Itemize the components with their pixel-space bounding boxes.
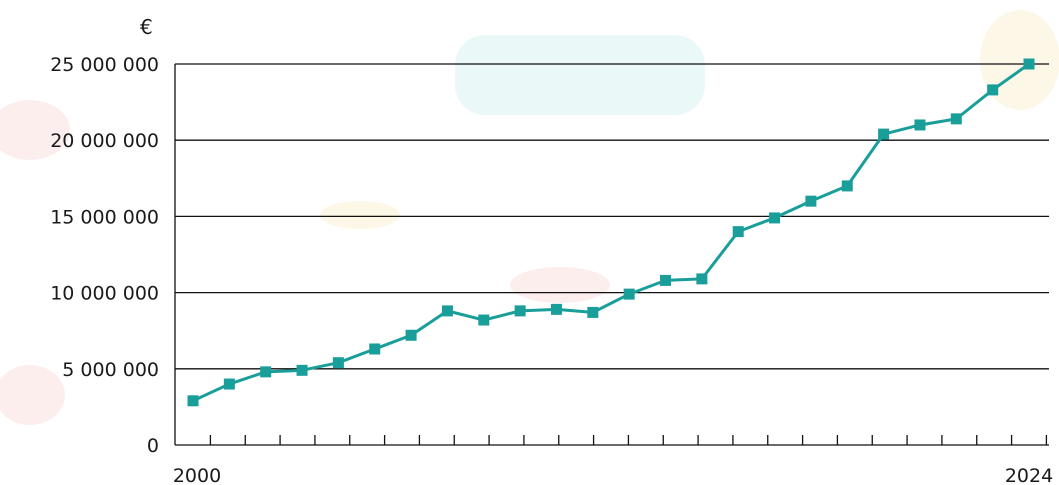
x-tick-label: 2024 [1005,465,1053,485]
y-tick-label: 5 000 000 [62,359,159,381]
data-point-marker [914,119,926,131]
x-axis-tick-labels: 2000 2024 [173,465,1053,485]
data-point-marker [478,314,490,326]
y-axis-unit-label: € [140,15,153,39]
data-point-marker [623,288,635,300]
data-point-marker [260,366,272,378]
data-point-marker [805,195,817,207]
y-tick-label: 10 000 000 [50,283,159,305]
data-point-marker [587,306,599,318]
x-axis [174,64,1048,445]
data-point-marker [223,378,235,390]
data-point-marker [187,395,199,407]
data-point-marker [841,180,853,192]
data-series [187,58,1035,407]
y-gridlines [175,63,1049,446]
data-point-marker [660,274,672,286]
y-tick-label: 25 000 000 [50,54,159,76]
data-point-marker [950,113,962,125]
data-point-marker [878,128,890,140]
data-point-marker [296,364,308,376]
data-point-marker [732,226,744,238]
series-line [192,62,1030,403]
data-point-marker [769,212,781,224]
data-point-marker [405,329,417,341]
data-point-marker [369,343,381,355]
y-tick-label: 20 000 000 [50,130,159,152]
data-point-marker [987,84,999,96]
data-point-marker [441,305,453,317]
data-point-marker [550,303,562,315]
y-tick-label: 15 000 000 [50,206,159,228]
x-tick-label: 2000 [173,465,221,485]
data-point-marker [332,357,344,369]
y-axis-tick-labels: 0 5 000 000 10 000 000 15 000 000 20 000 000… [50,54,159,457]
background-watermark [0,10,1059,425]
y-tick-label: 0 [147,435,159,457]
data-point-marker [696,273,708,285]
data-point-marker [514,305,526,317]
data-point-marker [1023,58,1035,70]
